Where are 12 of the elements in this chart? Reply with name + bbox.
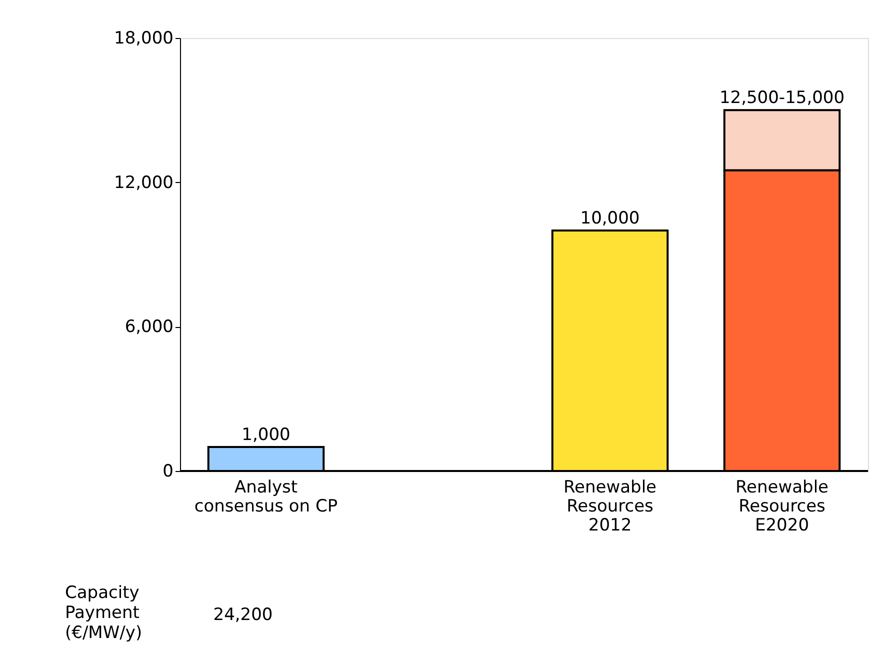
x-tick-label: Renewable Resources E2020 xyxy=(735,478,829,536)
text: Capacity Payment (€/MW/y) xyxy=(65,583,142,643)
x-tick-label: Analyst consensus on CP xyxy=(194,478,338,516)
data-label: 12,500-15,000 xyxy=(719,88,845,108)
y-tick-label: 18,000 xyxy=(114,28,174,48)
y-tick-label: 6,000 xyxy=(124,317,174,338)
data-label: 10,000 xyxy=(580,208,640,228)
y-tick-label: 12,000 xyxy=(114,172,174,193)
y-tick-label: 0 xyxy=(162,462,174,482)
text: 24,200 xyxy=(213,605,273,625)
x-tick-label: Renewable Resources 2012 xyxy=(563,478,657,536)
data-label: 1,000 xyxy=(242,424,290,445)
